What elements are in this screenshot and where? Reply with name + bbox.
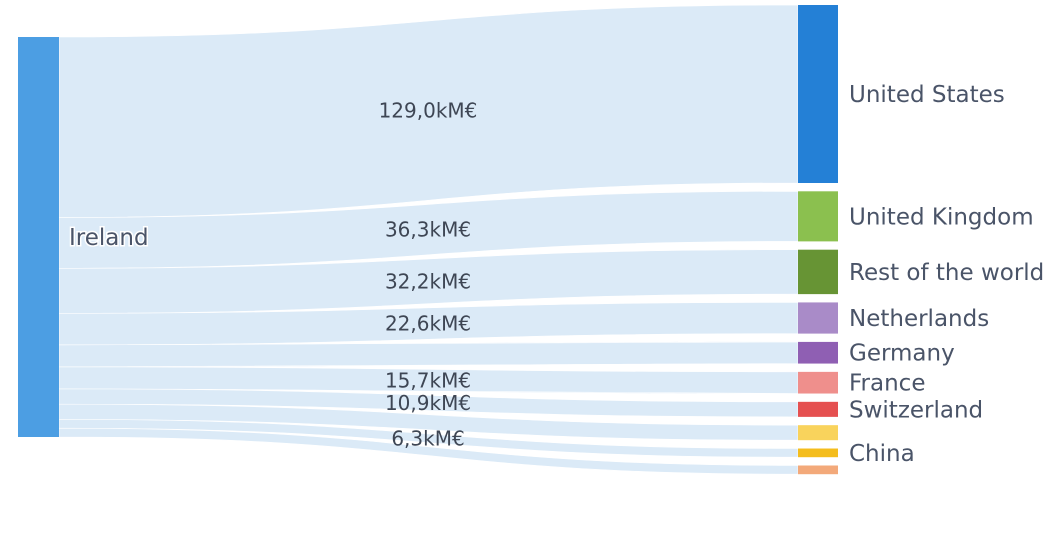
link-value-label: 129,0kM€ <box>379 99 478 123</box>
link-value-label: 15,7kM€ <box>385 368 471 392</box>
target-node-rest-of-the-world[interactable] <box>798 249 838 295</box>
target-node-united-kingdom[interactable] <box>798 191 838 242</box>
link-unnamed-7[interactable] <box>58 403 799 441</box>
link-germany[interactable] <box>58 341 799 368</box>
node-label-france: France <box>849 371 925 397</box>
sankey-labels: United States 129,0kM€ United Kingdom 36,3k… <box>68 82 1045 467</box>
target-node-switzerland[interactable] <box>798 401 838 417</box>
link-unnamed-9[interactable] <box>58 427 799 475</box>
source-label: Ireland <box>69 225 149 251</box>
node-label-united-kingdom: United Kingdom <box>849 204 1034 230</box>
target-node-netherlands[interactable] <box>798 302 838 334</box>
target-node-france[interactable] <box>798 371 838 394</box>
source-node-ireland[interactable] <box>18 37 59 437</box>
node-label-netherlands: Netherlands <box>849 306 989 332</box>
node-label-germany: Germany <box>849 341 955 367</box>
target-node-china[interactable] <box>798 448 838 458</box>
link-value-label: 10,9kM€ <box>385 391 471 415</box>
link-netherlands[interactable] <box>58 302 799 346</box>
target-node-germany[interactable] <box>798 341 838 364</box>
node-label-china: China <box>849 441 915 467</box>
target-node-unnamed-9[interactable] <box>798 465 838 475</box>
target-node-unnamed-7[interactable] <box>798 425 838 441</box>
link-value-label: 32,2kM€ <box>385 269 471 293</box>
target-node-united-states[interactable] <box>798 5 838 183</box>
sankey-links <box>58 4 799 475</box>
link-value-label: 36,3kM€ <box>385 218 471 242</box>
link-value-label: 6,3kM€ <box>391 426 464 450</box>
node-label-rest-of-the-world: Rest of the world <box>849 260 1044 286</box>
node-label-switzerland: Switzerland <box>849 397 983 423</box>
node-label-united-states: United States <box>849 82 1005 108</box>
link-value-label: 22,6kM€ <box>385 312 471 336</box>
sankey-nodes <box>18 5 838 475</box>
link-china[interactable] <box>58 419 799 458</box>
